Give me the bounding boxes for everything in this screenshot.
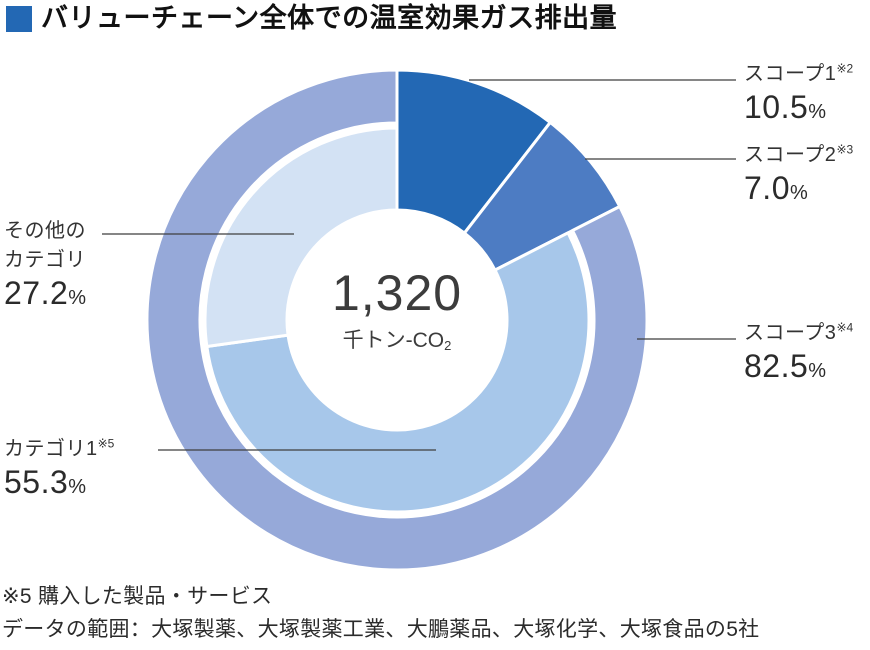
callout-scope2: スコープ2※3 7.0% [744, 141, 853, 207]
footnote-ref-5: ※5 [97, 436, 115, 451]
footnote-ref-4: ※4 [836, 320, 854, 335]
callout-other-categories-name-line2: カテゴリ [4, 249, 86, 271]
callout-scope2-value: 7.0% [744, 170, 809, 206]
callout-other-categories-value: 27.2% [4, 275, 87, 311]
callout-scope1-name: スコープ1※2 [744, 61, 854, 85]
footnote-5: ※5 購入した製品・サービス [2, 585, 273, 608]
callout-other-categories: その他の カテゴリ 27.2% [4, 217, 87, 312]
callout-category1-name: カテゴリ1※5 [4, 436, 115, 460]
callout-category1: カテゴリ1※5 55.3% [4, 435, 114, 501]
callout-scope3-value: 82.5% [744, 348, 827, 384]
callout-scope2-name: スコープ2※3 [744, 142, 854, 166]
footnote-ref-3: ※3 [836, 142, 854, 157]
data-scope-note: データの範囲：大塚製薬、大塚製薬工業、大鵬薬品、大塚化学、大塚食品の5社 [2, 617, 760, 641]
donut-segment-other_categories [203, 126, 399, 348]
donut-segment-scope3 [145, 68, 649, 572]
donut-segments [145, 68, 649, 572]
callout-scope3-name: スコープ3※4 [744, 320, 854, 344]
donut-segment-category1 [205, 231, 591, 514]
chart-header: バリューチェーン全体での温室効果ガス排出量 [6, 3, 618, 34]
leader-lines [102, 79, 736, 451]
callout-category1-value: 55.3% [4, 464, 87, 500]
callout-scope3: スコープ3※4 82.5% [744, 319, 853, 385]
callout-scope1-value: 10.5% [744, 89, 827, 125]
callout-scope1: スコープ1※2 10.5% [744, 60, 853, 126]
footnote-ref-2: ※2 [836, 61, 854, 76]
title-bullet-square [6, 5, 32, 32]
page-title: バリューチェーン全体での温室効果ガス排出量 [41, 3, 618, 33]
footnotes: ※5 購入した製品・サービス データの範囲：大塚製薬、大塚製薬工業、大鵬薬品、大… [2, 581, 759, 646]
callout-other-categories-name-line1: その他の [4, 220, 86, 242]
